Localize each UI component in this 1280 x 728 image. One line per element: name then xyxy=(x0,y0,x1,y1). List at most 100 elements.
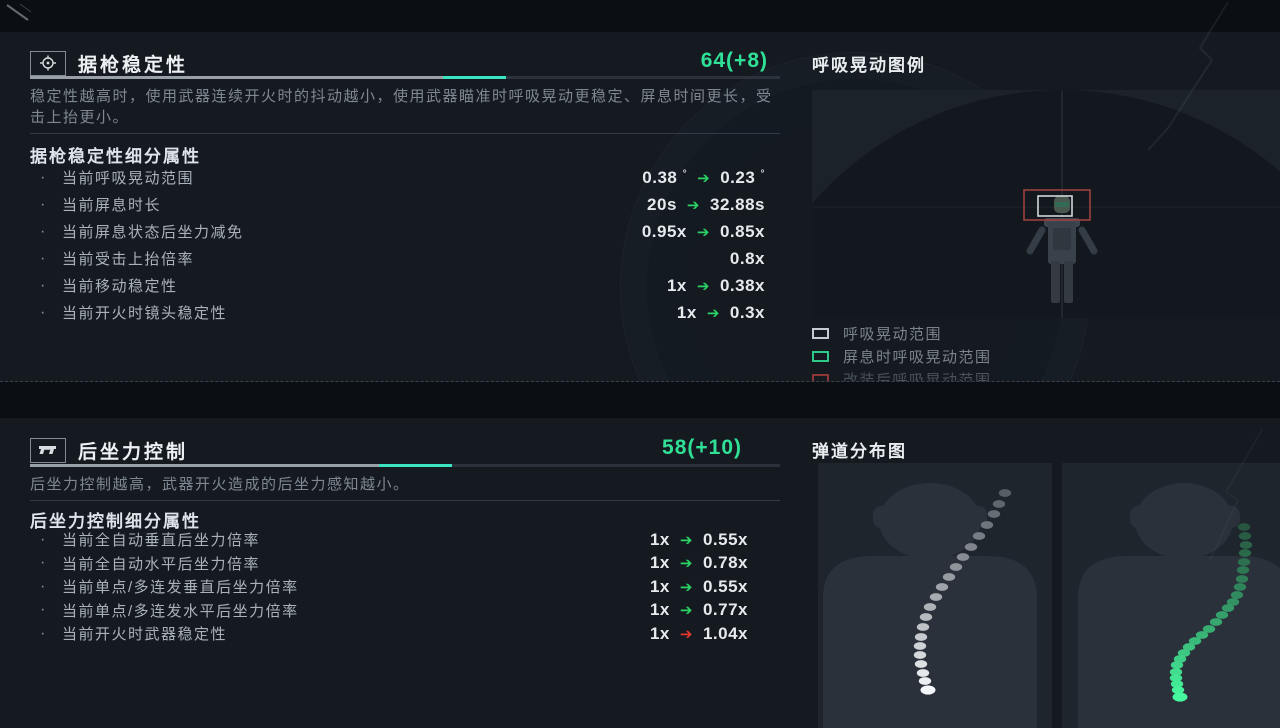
stat-old-value: 0.38 ° xyxy=(642,167,688,187)
trend-arrow-icon: ➔ xyxy=(696,277,710,295)
bullet-impact-dot xyxy=(1173,655,1187,663)
stat-new-value: 0.38x xyxy=(719,275,765,295)
legend-swatch-icon xyxy=(812,374,829,381)
section-title: 据枪稳定性 xyxy=(78,54,189,76)
bullet-impact-dot xyxy=(998,489,1012,497)
section-value: 58(+10) xyxy=(662,436,742,459)
divider xyxy=(30,133,780,134)
breath-sway-figure xyxy=(812,90,1280,318)
stat-new-value: 0.55x xyxy=(702,529,748,549)
stat-old-value: 1x xyxy=(649,576,670,596)
trend-arrow-icon: ➔ xyxy=(679,625,693,643)
ballistics-panel-current xyxy=(818,463,1052,728)
stat-old-value: 1x xyxy=(649,553,670,573)
bullet-icon: · xyxy=(40,168,46,186)
breath-sway-box-modified xyxy=(1023,189,1091,221)
trend-arrow-icon: ➔ xyxy=(697,169,711,187)
stat-label: 当前单点/多连发垂直后坐力倍率 xyxy=(62,579,299,597)
bullet-impact-dot xyxy=(1171,686,1185,694)
stat-label: 当前呼吸晃动范围 xyxy=(62,170,195,187)
bullet-impact-dot xyxy=(987,510,1001,518)
bullet-icon: · xyxy=(40,303,46,321)
bullet-impact-dot xyxy=(964,543,978,551)
section-title: 后坐力控制 xyxy=(78,441,189,463)
trend-arrow-icon: ➔ xyxy=(679,602,693,620)
soldier-silhouette xyxy=(1026,196,1098,303)
bullet-impact-dot xyxy=(916,669,930,677)
stat-row: · 当前全自动水平后坐力倍率 1x ➔ 0.78x xyxy=(30,552,780,576)
legend-swatch-icon xyxy=(812,351,829,362)
bullet-impact-dot xyxy=(916,623,930,631)
legend-swatch-icon xyxy=(812,328,829,339)
stat-new-value: 0.77x xyxy=(702,600,748,620)
bullet-impact-dot xyxy=(914,633,928,641)
bullet-impact-dot xyxy=(1230,591,1244,599)
bullet-impact-dot xyxy=(913,651,927,659)
bullet-impact-dot xyxy=(923,603,937,611)
bullet-impact-dot xyxy=(1182,643,1196,651)
stat-label: 当前屏息时长 xyxy=(62,197,162,214)
bullet-icon: · xyxy=(40,249,46,267)
bullet-impact-dot xyxy=(1169,668,1183,676)
bullet-impact-dot xyxy=(1233,583,1247,591)
legend-item: 改装后呼吸晃动范围 xyxy=(812,368,1280,382)
section-description: 稳定性越高时，使用武器连续开火时的抖动越小，使用武器瞄准时呼吸晃动更稳定、屏息时… xyxy=(30,88,773,126)
bullet-impact-dot xyxy=(1237,558,1251,566)
bullet-impact-dot xyxy=(1237,523,1251,531)
gun-icon xyxy=(30,437,66,463)
stat-old-value: 1x xyxy=(649,623,670,643)
stat-bar-base-fill xyxy=(30,76,443,79)
bullet-trail-dots xyxy=(913,489,1253,702)
bullet-impact-dot xyxy=(1221,604,1235,612)
bullet-icon: · xyxy=(40,601,46,619)
stat-label: 当前全自动水平后坐力倍率 xyxy=(62,555,261,573)
section-value: 64(+8) xyxy=(700,49,768,72)
bullet-impact-dot xyxy=(1170,680,1184,688)
stat-label: 当前屏息状态后坐力减免 xyxy=(62,224,244,241)
legend-label: 改装后呼吸晃动范围 xyxy=(843,372,992,382)
bullet-icon: · xyxy=(40,276,46,294)
recoil-header: 后坐力控制 58(+10) xyxy=(30,435,780,465)
bullet-impact-dot xyxy=(1238,549,1252,557)
stat-row: · 当前屏息时长 20s ➔ 32.88s xyxy=(30,191,780,218)
stat-row: · 当前全自动垂直后坐力倍率 1x ➔ 0.55x xyxy=(30,528,780,552)
legend-label: 呼吸晃动范围 xyxy=(843,326,943,343)
recoil-details: 后坐力控制 58(+10) 后坐力控制越高，武器开火造成的后坐力感知越小。 后坐… xyxy=(30,418,780,728)
bullet-impact-dot xyxy=(918,677,932,685)
trend-arrow-icon: ➔ xyxy=(679,531,693,549)
bullet-impact-dot xyxy=(1188,637,1202,645)
stat-row: · 当前单点/多连发垂直后坐力倍率 1x ➔ 0.55x xyxy=(30,575,780,599)
bullet-icon: · xyxy=(40,577,46,595)
stability-attribute-list: · 当前呼吸晃动范围 0.38 ° ➔ 0.23 ° · 当前屏息时长 20s ➔ 32.88s ·… xyxy=(30,164,780,326)
stat-old-value: 1x xyxy=(666,275,687,295)
bullet-impact-dot xyxy=(972,532,986,540)
bullet-impact-dot xyxy=(1170,661,1184,669)
stat-label: 当前开火时武器稳定性 xyxy=(62,626,228,644)
stat-old-value: 1x xyxy=(676,302,697,322)
stat-old-value: 0.8x xyxy=(729,248,765,268)
bullet-icon: · xyxy=(40,554,46,572)
breath-sway-legend-title: 呼吸晃动图例 xyxy=(812,56,926,75)
stat-old-value: 20s xyxy=(647,194,677,214)
stat-label: 当前全自动垂直后坐力倍率 xyxy=(62,532,261,550)
stability-section: 据枪稳定性 64(+8) 稳定性越高时，使用武器连续开火时的抖动越小，使用武器瞄… xyxy=(0,32,1280,382)
stat-row: · 当前移动稳定性 1x ➔ 0.38x xyxy=(30,272,780,299)
ballistics-panel-modified xyxy=(1062,463,1280,728)
legend-item: 屏息时呼吸晃动范围 xyxy=(812,345,1280,368)
bullet-impact-dot xyxy=(1215,611,1229,619)
bullet-impact-dot xyxy=(992,500,1006,508)
stat-new-value: 0.78x xyxy=(702,553,748,573)
stat-bar-base-fill xyxy=(30,464,379,467)
bullet-icon: · xyxy=(40,530,46,548)
bullet-impact-dot xyxy=(1177,649,1191,657)
stat-old-value: 1x xyxy=(649,600,670,620)
trend-arrow-icon: ➔ xyxy=(696,223,710,241)
bullet-impact-dot xyxy=(1239,541,1253,549)
ballistics-distribution-figure xyxy=(818,463,1280,728)
bullet-impact-dot xyxy=(949,563,963,571)
trend-arrow-icon: ➔ xyxy=(706,304,720,322)
stat-row: · 当前开火时武器稳定性 1x ➔ 1.04x xyxy=(30,622,780,646)
ballistics-chart-title: 弹道分布图 xyxy=(812,442,907,461)
trend-arrow-icon: ➔ xyxy=(686,196,700,214)
legend-item: 呼吸晃动范围 xyxy=(812,322,1280,345)
